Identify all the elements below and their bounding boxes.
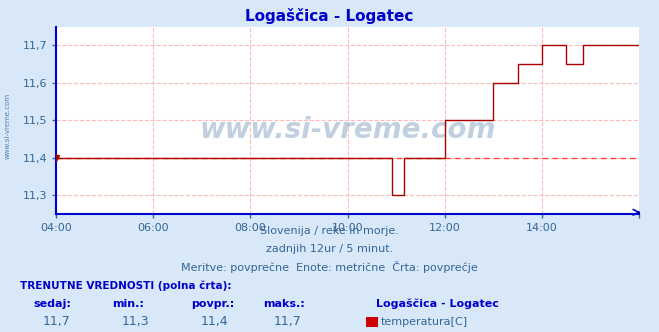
Text: min.:: min.: xyxy=(112,299,144,309)
Text: sedaj:: sedaj: xyxy=(33,299,71,309)
Text: temperatura[C]: temperatura[C] xyxy=(381,317,468,327)
Text: 11,3: 11,3 xyxy=(122,315,150,328)
Text: 11,4: 11,4 xyxy=(201,315,229,328)
Text: Logaščica - Logatec: Logaščica - Logatec xyxy=(245,8,414,24)
Text: povpr.:: povpr.: xyxy=(191,299,235,309)
Text: 11,7: 11,7 xyxy=(43,315,71,328)
Text: Meritve: povprečne  Enote: metrične  Črta: povprečje: Meritve: povprečne Enote: metrične Črta:… xyxy=(181,261,478,273)
Text: www.si-vreme.com: www.si-vreme.com xyxy=(200,116,496,144)
Text: Slovenija / reke in morje.: Slovenija / reke in morje. xyxy=(260,226,399,236)
Text: 11,7: 11,7 xyxy=(273,315,301,328)
Text: zadnjih 12ur / 5 minut.: zadnjih 12ur / 5 minut. xyxy=(266,244,393,254)
Text: maks.:: maks.: xyxy=(264,299,305,309)
Text: TRENUTNE VREDNOSTI (polna črta):: TRENUTNE VREDNOSTI (polna črta): xyxy=(20,280,231,291)
Text: www.si-vreme.com: www.si-vreme.com xyxy=(5,93,11,159)
Text: Logaščica - Logatec: Logaščica - Logatec xyxy=(376,298,498,309)
